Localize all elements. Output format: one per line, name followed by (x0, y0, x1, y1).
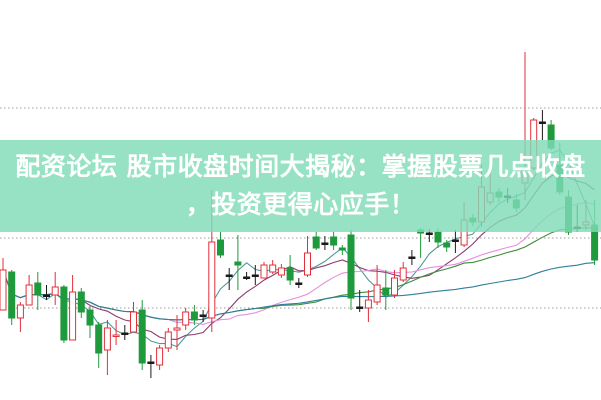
candle-body (0, 269, 7, 311)
candle-body (373, 284, 381, 303)
candle-body (356, 306, 364, 309)
candle-body (277, 267, 285, 276)
candle-body (60, 286, 68, 341)
candle-body (330, 236, 338, 246)
candle-body (434, 231, 442, 243)
candle-body (304, 252, 311, 276)
candle-body (95, 324, 103, 354)
candle-body (156, 347, 164, 366)
candle-body (217, 239, 224, 256)
candle-body (164, 331, 172, 349)
moving-average-line (2, 262, 595, 321)
banner-title-line-1: 配资论坛 股市收盘时间大揭秘：掌握股票几点收盘 (15, 152, 586, 181)
candle-body (43, 294, 50, 297)
candle-body (147, 361, 155, 364)
candle-body (425, 232, 433, 235)
candle-body (86, 309, 94, 326)
candle-body (77, 291, 85, 313)
candle-body (8, 271, 16, 319)
candle-body (260, 264, 268, 279)
banner-title-line-2: ，投资更得心应手！ (185, 190, 416, 219)
candle-body (243, 276, 251, 279)
candle-body (391, 277, 398, 296)
candle-body (451, 239, 459, 242)
candle-body (234, 261, 242, 266)
candle-body (51, 286, 59, 296)
candle-body (382, 287, 390, 296)
candle-body (25, 284, 33, 306)
candle-body (538, 121, 546, 124)
candle-body (103, 327, 111, 351)
candle-body (364, 299, 372, 309)
candle-body (251, 274, 259, 277)
candle-body (312, 236, 320, 249)
title-banner: 配资论坛 股市收盘时间大揭秘：掌握股票几点收盘 ，投资更得心应手！ (0, 140, 601, 232)
candle-body (16, 304, 24, 319)
candle-body (208, 241, 216, 319)
candle-body (173, 327, 181, 331)
candle-body (182, 311, 190, 326)
candle-body (121, 332, 129, 335)
candle-body (399, 267, 407, 281)
candle-body (34, 282, 42, 296)
candle-body (130, 311, 137, 333)
candle-body (112, 334, 120, 337)
candle-body (286, 267, 294, 281)
candle-body (190, 311, 198, 321)
candle-body (69, 291, 77, 341)
candle-body (199, 314, 207, 317)
candle-body (225, 274, 233, 277)
candle-body (295, 282, 303, 285)
candle-body (443, 242, 451, 248)
candle-body (338, 247, 346, 251)
candle-body (321, 242, 329, 245)
candle-body (269, 264, 277, 273)
candle-body (408, 256, 416, 259)
candle-body (138, 309, 146, 364)
candle-body (347, 234, 355, 299)
